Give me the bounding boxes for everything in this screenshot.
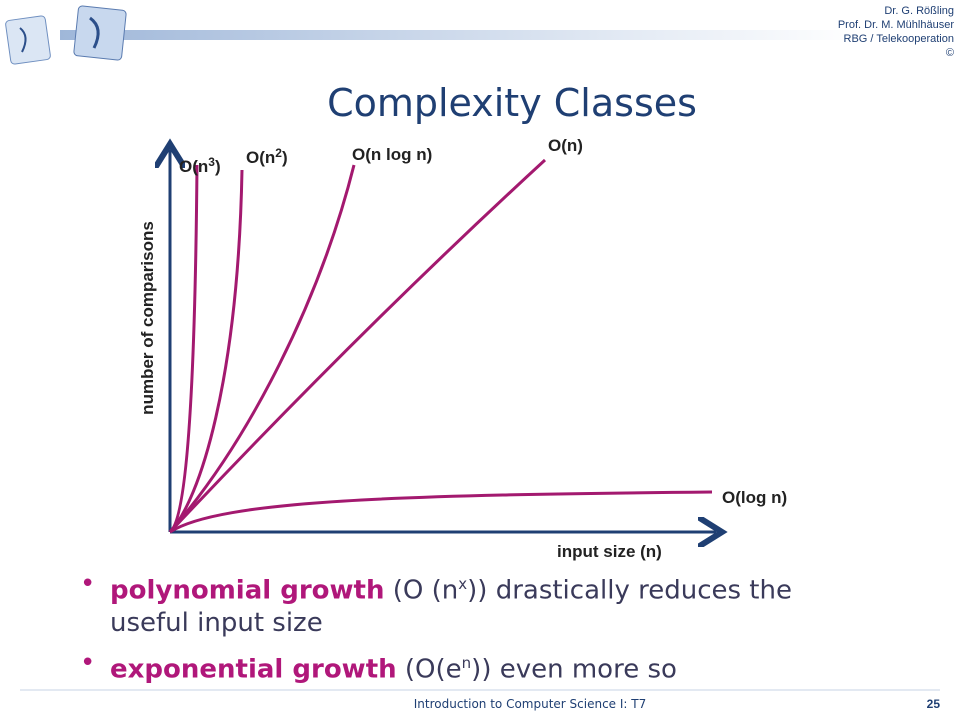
curve: [168, 164, 356, 533]
bullet-text: )) drastically reduces the useful input …: [110, 575, 801, 638]
x-axis-label: input size (n): [557, 542, 662, 561]
bullet-text: (O (n: [384, 575, 459, 606]
slide-title: Complexity Classes: [327, 81, 697, 125]
curve-label: O(n3): [179, 155, 221, 176]
curve-label: O(log n): [722, 488, 787, 507]
curve-label: O(n): [548, 136, 583, 155]
bullet-text: (O(e: [396, 654, 462, 685]
superscript: n: [461, 653, 472, 672]
y-axis-label: number of comparisons: [138, 221, 157, 415]
header-author: Prof. Dr. M. Mühlhäuser: [838, 19, 954, 31]
curve: [169, 490, 713, 534]
curve-label: O(n2): [246, 146, 288, 167]
header-author: Dr. G. Rößling: [884, 5, 954, 17]
bullet-list: polynomial growth (O (nx)) drastically r…: [80, 568, 860, 693]
footer-course: Introduction to Computer Science I: T7: [414, 697, 647, 711]
bullet: exponential growth (O(en)) even more so: [80, 647, 860, 686]
superscript: x: [458, 575, 468, 593]
page-number: 25: [927, 697, 941, 711]
header-author: ©: [946, 47, 954, 59]
emphasis: exponential growth: [110, 654, 397, 685]
bullet-text: )) even more so: [471, 654, 677, 685]
header-author: RBG / Telekooperation: [844, 33, 954, 45]
curve: [168, 164, 199, 534]
header-bar: [60, 30, 860, 40]
curve: [168, 158, 547, 534]
logo: [5, 5, 127, 65]
curve-label: O(n log n): [352, 145, 432, 164]
emphasis: polynomial growth: [110, 575, 385, 606]
curve: [168, 169, 244, 534]
bullet: polynomial growth (O (nx)) drastically r…: [80, 568, 860, 639]
